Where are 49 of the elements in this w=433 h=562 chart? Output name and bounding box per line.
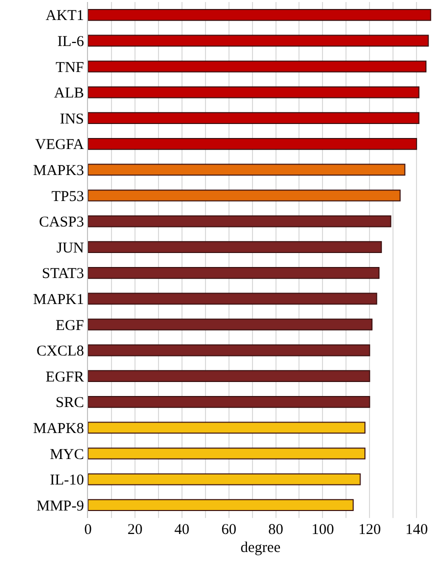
bar [88, 241, 382, 254]
x-tick-label: 0 [84, 522, 92, 538]
x-tick-label: 120 [358, 522, 381, 538]
bar [88, 422, 366, 434]
y-tick-label: EGF [56, 318, 84, 334]
bar [88, 396, 370, 408]
x-tick-label: 20 [127, 522, 142, 538]
bar [88, 190, 401, 202]
y-tick-label: VEGFA [35, 137, 84, 154]
x-axis-title: degree [240, 540, 281, 556]
y-tick-label: EGFR [46, 369, 84, 386]
bar [88, 215, 392, 228]
y-tick-label: IL-6 [57, 34, 84, 50]
bar [88, 138, 418, 150]
bar [88, 8, 432, 21]
y-tick-label: INS [60, 111, 84, 128]
y-tick-label: ALB [54, 86, 84, 102]
x-tick-label: 100 [311, 522, 334, 538]
x-tick-label: 60 [221, 522, 236, 538]
bar [88, 60, 426, 72]
y-tick-label: MAPK3 [33, 162, 84, 179]
bar [88, 112, 420, 124]
y-tick-label: MAPK1 [33, 292, 84, 308]
y-tick-label: TNF [56, 60, 84, 76]
x-tick-label: 80 [268, 522, 284, 538]
bar [88, 370, 370, 382]
bar [88, 34, 429, 47]
bar [88, 164, 406, 176]
y-tick-label: MYC [50, 446, 84, 463]
y-tick-label: TP53 [51, 188, 84, 205]
y-tick-label: CASP3 [38, 214, 84, 231]
bar [88, 448, 366, 460]
y-tick-label: CXCL8 [36, 344, 84, 360]
bar [88, 499, 354, 512]
y-tick-label: SRC [56, 395, 84, 412]
x-tick-label: 40 [174, 522, 190, 538]
bar [88, 86, 420, 98]
bar [88, 318, 372, 330]
y-tick-label: AKT1 [46, 8, 84, 24]
y-tick-label: STAT3 [42, 266, 84, 282]
y-tick-label: MMP-9 [36, 498, 84, 514]
x-tick-label: 140 [405, 522, 428, 538]
y-tick-label: IL-10 [50, 472, 84, 489]
bar [88, 266, 380, 279]
bar [88, 473, 361, 486]
bar [88, 292, 378, 305]
bar [88, 344, 370, 356]
y-tick-label: MAPK8 [33, 420, 84, 437]
y-tick-label: JUN [56, 240, 84, 256]
